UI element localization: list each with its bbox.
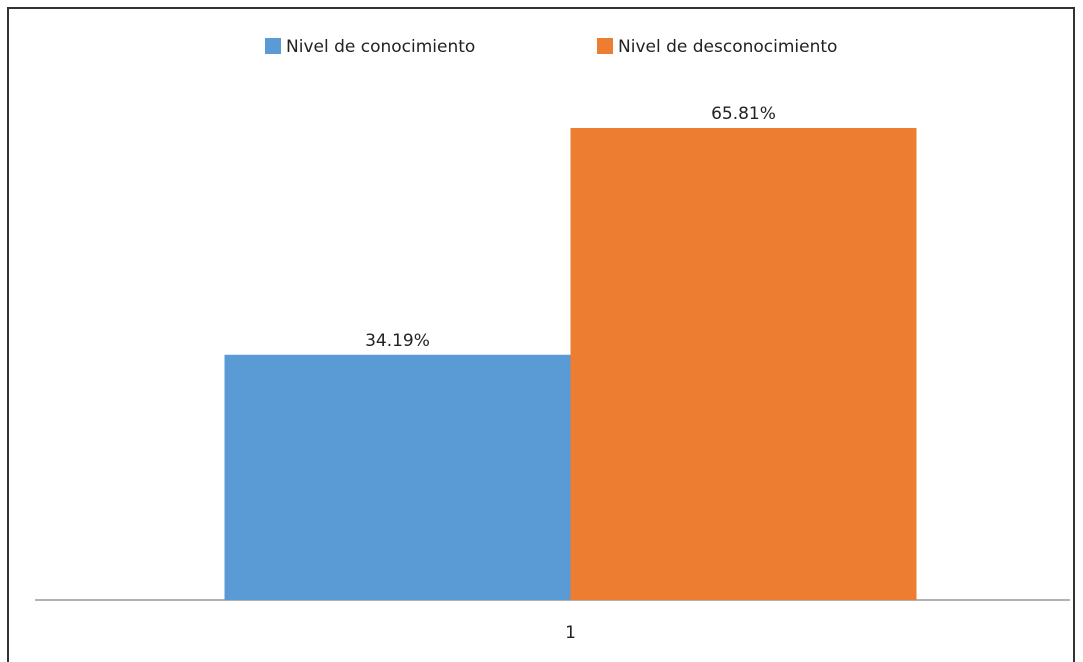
bar: [570, 128, 917, 600]
legend-label: Nivel de desconocimiento: [618, 37, 837, 57]
legend-label: Nivel de conocimiento: [286, 37, 475, 57]
data-label: 65.81%: [711, 104, 776, 124]
x-tick-label: 1: [565, 623, 576, 643]
legend-swatch: [597, 38, 613, 54]
bar: [224, 354, 571, 600]
data-label: 34.19%: [365, 331, 430, 351]
legend-swatch: [265, 38, 281, 54]
